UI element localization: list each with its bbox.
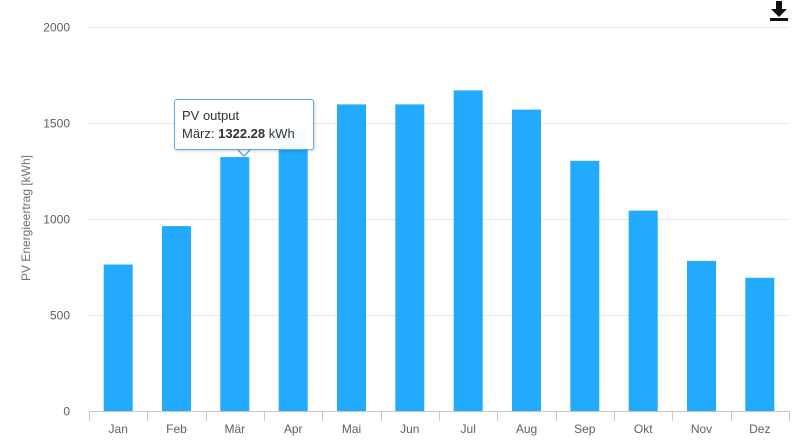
download-button[interactable] [766,0,792,24]
bar-Aug[interactable] [512,109,541,411]
y-tick-label: 1000 [43,213,70,227]
bar-Dez[interactable] [745,277,775,411]
bar-Nov[interactable] [687,260,716,411]
x-tick-label: Jul [461,422,476,436]
tooltip-title: PV output [182,108,240,123]
tooltip-arrow-fill [237,148,251,155]
x-axis-ticks: Jan Feb Mär Apr Mai Jun Jul Aug Sep Okt Nov Dez [89,411,790,436]
x-tick-label: Sep [574,422,596,436]
tooltip-label: März: [182,126,215,141]
bar-Jan[interactable] [103,264,133,412]
y-tick-label: 0 [63,405,70,419]
tooltip: PV output März: 1322.28 kWh [174,99,314,150]
bar-Jun[interactable] [395,104,425,412]
x-tick-label: Dez [749,422,770,436]
x-tick-label: Jan [109,422,128,436]
tooltip-value: 1322.28 [218,126,266,141]
bar-Mai[interactable] [337,104,366,412]
y-tick-label: 500 [50,309,70,323]
bar-Mär[interactable] [220,157,250,411]
y-tick-label: 1500 [43,117,70,131]
download-icon [770,1,788,21]
y-axis-title: PV Energieertrag [kWh] [19,155,33,281]
tooltip-unit: kWh [268,126,295,141]
bars [103,90,775,412]
x-tick-label: Nov [691,422,712,436]
bar-Apr[interactable] [278,129,308,411]
x-tick-label: Jun [400,422,419,436]
gridlines [89,27,789,316]
y-axis-ticks: 0 500 1000 1500 2000 [43,21,70,419]
x-tick-label: Okt [634,422,653,436]
bar-Feb[interactable] [162,226,191,411]
x-tick-label: Mär [224,422,245,436]
x-tick-label: Apr [284,422,303,436]
bar-Sep[interactable] [570,160,600,411]
bar-Jul[interactable] [453,90,483,412]
bar-Okt[interactable] [628,210,658,411]
y-tick-label: 2000 [43,21,70,35]
tooltip-body: März: 1322.28 kWh [182,125,306,143]
x-tick-label: Aug [516,422,537,436]
x-tick-label: Mai [342,422,361,436]
x-tick-label: Feb [166,422,187,436]
